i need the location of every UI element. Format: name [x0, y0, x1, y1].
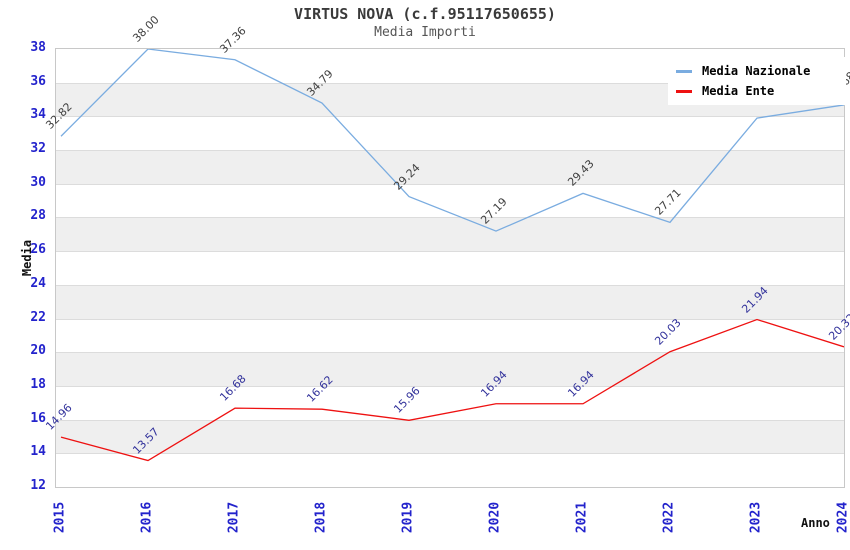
y-tick-label: 26 — [30, 242, 46, 258]
y-tick-label: 20 — [30, 343, 46, 359]
line-series-svg — [60, 49, 844, 462]
legend-swatch-nazionale-icon — [676, 69, 692, 73]
x-tick-label: 2015 — [52, 501, 68, 534]
legend: Media Nazionale Media Ente — [668, 57, 846, 105]
y-tick-label: 28 — [30, 208, 46, 224]
y-tick-label: 36 — [30, 73, 46, 89]
x-tick-label: 2024 — [835, 501, 850, 534]
x-axis-title: Anno — [801, 516, 830, 530]
y-tick-label: 22 — [30, 309, 46, 325]
legend-label-nazionale: Media Nazionale — [702, 64, 811, 78]
y-tick-label: 14 — [30, 444, 46, 460]
band-stripe — [56, 217, 844, 252]
y-tick-label: 16 — [30, 410, 46, 426]
series-line-nazionale — [60, 49, 844, 232]
y-tick-label: 18 — [30, 376, 46, 392]
plot-area: 32.82 38.00 37.36 34.79 29.24 27.19 29.43 27.71… — [43, 13, 850, 488]
y-tick-label: 34 — [30, 107, 46, 123]
gridline — [56, 82, 844, 84]
band-stripe — [56, 150, 844, 184]
x-tick-label: 2023 — [748, 501, 764, 534]
x-tick-label: 2016 — [139, 501, 155, 534]
series-line-ente — [60, 318, 844, 462]
x-tick-label: 2017 — [226, 501, 242, 534]
gridline — [56, 352, 844, 354]
chart-subtitle: Media Importi — [374, 25, 476, 40]
legend-swatch-ente-icon — [676, 89, 692, 93]
gridline — [56, 217, 844, 219]
gridline — [56, 116, 844, 118]
gridline — [56, 419, 844, 421]
legend-label-ente: Media Ente — [702, 84, 775, 98]
x-tick-label: 2022 — [661, 501, 677, 534]
band-stripe — [56, 352, 844, 386]
chart-title: VIRTUS NOVA (c.f.95117650655) — [294, 5, 556, 23]
gridline — [56, 251, 844, 253]
gridline — [56, 318, 844, 320]
y-tick-label: 12 — [30, 478, 46, 493]
x-tick-label: 2020 — [487, 501, 503, 534]
gridline — [56, 453, 844, 455]
legend-item-media-ente: Media Ente — [676, 81, 838, 101]
gridline — [56, 150, 844, 152]
y-tick-label: 32 — [30, 141, 46, 157]
y-tick-label: 30 — [30, 174, 46, 190]
band-stripe — [56, 284, 844, 319]
legend-item-media-nazionale: Media Nazionale — [676, 61, 838, 81]
x-tick-label: 2021 — [574, 501, 590, 534]
y-tick-label: 38 — [30, 40, 46, 55]
gridline — [56, 385, 844, 387]
gridline — [56, 284, 844, 286]
x-tick-label: 2018 — [313, 501, 329, 534]
y-tick-label: 24 — [30, 275, 46, 291]
x-tick-label: 2019 — [400, 501, 416, 534]
gridline — [56, 183, 844, 185]
